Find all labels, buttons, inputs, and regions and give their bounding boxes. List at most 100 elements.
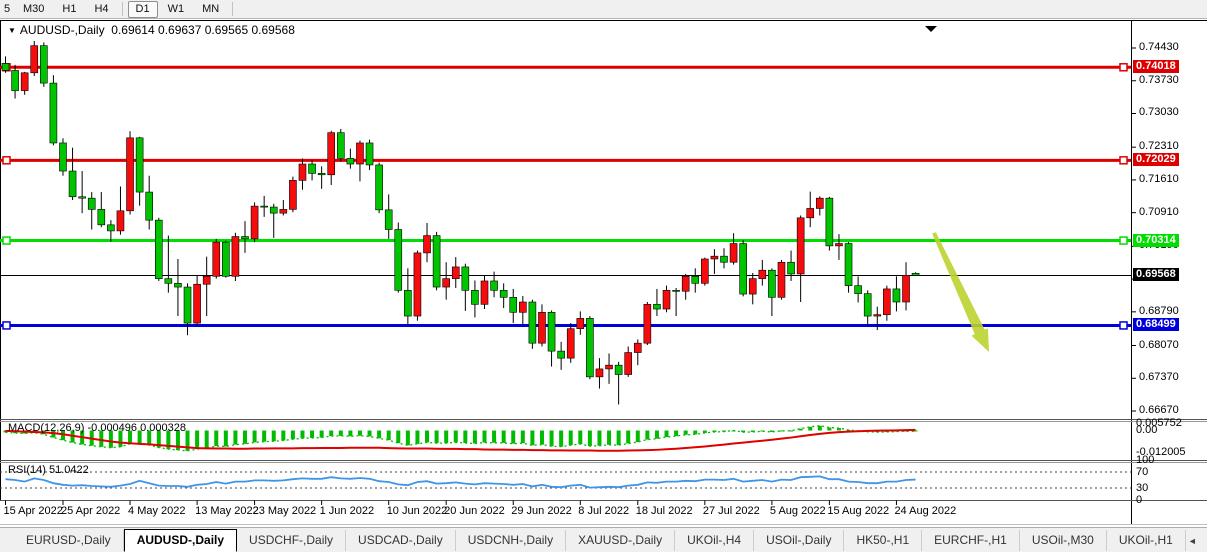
ohlc-close: 0.69568 <box>251 23 295 37</box>
price-chart[interactable] <box>0 0 1207 527</box>
chart-tab-eurchf-h1[interactable]: EURCHF-,H1 <box>922 530 1020 551</box>
macd-histogram-bar <box>549 430 554 447</box>
bear-candle <box>78 196 86 199</box>
macd-axis-label: -0.012005 <box>1136 446 1186 458</box>
price-axis-label: 0.67370 <box>1139 371 1179 384</box>
timeframe-button-m30[interactable]: M30 <box>23 2 45 15</box>
macd-histogram-bar <box>214 430 219 447</box>
macd-main-value: -0.000496 <box>87 422 138 434</box>
macd-histogram-bar <box>827 427 832 431</box>
bull-candle <box>662 290 671 310</box>
macd-histogram-bar <box>147 430 152 445</box>
macd-histogram-bar <box>779 430 784 432</box>
timeframe-button-mn[interactable]: MN <box>202 2 220 15</box>
bear-candle <box>135 137 144 193</box>
bull-candle <box>796 217 805 275</box>
chart-tab-hk50-h1[interactable]: HK50-,H1 <box>844 530 923 551</box>
bull-candle <box>250 205 259 240</box>
hline-endpoint-marker <box>1119 236 1128 245</box>
macd-histogram-bar <box>118 430 123 447</box>
macd-histogram-bar <box>60 430 65 441</box>
bear-candle <box>394 229 403 291</box>
macd-histogram-bar <box>712 430 717 432</box>
date-axis-label: 24 Aug 2022 <box>894 505 957 517</box>
hline-endpoint-marker <box>1119 63 1128 72</box>
macd-histogram-bar <box>789 430 794 432</box>
chart-tab-audusd-daily[interactable]: AUDUSD-,Daily <box>123 529 238 552</box>
hline-endpoint-marker <box>1119 156 1128 165</box>
timeframe-button-h4[interactable]: H4 <box>94 2 109 15</box>
ohlc-open: 0.69614 <box>111 23 155 37</box>
bear-candle <box>336 132 345 159</box>
bull-candle <box>193 283 201 324</box>
bull-candle <box>701 258 709 284</box>
ohlc-high: 0.69637 <box>158 23 202 37</box>
price-axis-label: 0.71610 <box>1139 172 1179 185</box>
macd-main-line <box>5 425 916 452</box>
bull-candle <box>442 278 450 288</box>
bear-candle <box>490 280 498 291</box>
date-axis-label: 5 Aug 2022 <box>769 505 826 517</box>
bear-candle <box>260 205 268 208</box>
macd-histogram-bar <box>195 430 200 450</box>
price-tag-0.68499: 0.68499 <box>1133 318 1179 332</box>
bull-candle <box>327 132 336 176</box>
macd-histogram-bar <box>252 430 257 443</box>
toolbar-separator <box>121 2 123 16</box>
chart-tab-xauusd-daily[interactable]: XAUUSD-,Daily <box>566 530 676 551</box>
bear-candle <box>183 286 192 324</box>
bear-candle <box>68 170 77 198</box>
bull-candle <box>902 275 910 303</box>
bear-candle <box>691 275 700 284</box>
macd-histogram-bar <box>693 430 698 435</box>
date-axis-label: 23 May 2022 <box>252 505 317 517</box>
macd-histogram-bar <box>175 430 180 450</box>
timeframe-button-5[interactable]: 5 <box>4 2 11 15</box>
macd-histogram-bar <box>185 430 190 451</box>
bear-candle <box>528 301 537 344</box>
timeframe-button-w1[interactable]: W1 <box>167 2 185 15</box>
dropdown-arrow-icon: ▼ <box>8 26 16 35</box>
bull-candle <box>212 241 221 277</box>
macd-histogram-bar <box>415 430 420 444</box>
timeframe-button-d1[interactable]: D1 <box>127 0 158 18</box>
macd-histogram-bar <box>367 430 372 437</box>
chart-tab-ukoil-h1[interactable]: UKOil-,H1 <box>1107 530 1186 551</box>
date-axis-label: 4 May 2022 <box>128 505 186 517</box>
chart-tab-eurusd-daily[interactable]: EURUSD-,Daily <box>14 530 124 551</box>
bull-candle <box>729 243 738 263</box>
bear-candle <box>404 290 412 317</box>
date-axis-label: 15 Aug 2022 <box>827 505 890 517</box>
macd-signal-line <box>5 428 916 452</box>
chart-tab-ukoil-h4[interactable]: UKOil-,H4 <box>675 530 755 551</box>
timeframe-button-h1[interactable]: H1 <box>62 2 77 15</box>
chart-tab-usdcnh-daily[interactable]: USDCNH-,Daily <box>456 530 567 551</box>
bear-candle <box>854 285 862 294</box>
chart-tab-usdcad-daily[interactable]: USDCAD-,Daily <box>346 530 456 551</box>
tab-scroll-left-icon[interactable]: ◄ <box>1187 535 1197 546</box>
chart-title: ▼ AUDUSD-,Daily 0.69614 0.69637 0.69565 0… <box>8 23 295 37</box>
bear-candle <box>269 206 278 214</box>
macd-indicator-label: MACD(12,26,9) -0.000496 0.000328 <box>8 422 186 434</box>
macd-histogram-bar <box>472 430 477 444</box>
macd-histogram-bar <box>607 430 612 445</box>
bull-candle <box>519 301 527 313</box>
chart-tab-usoil-m30[interactable]: USOil-,M30 <box>1020 530 1107 551</box>
bear-candle <box>1 63 10 71</box>
date-axis-label: 20 Jun 2022 <box>444 505 505 517</box>
chart-tab-usoil-daily[interactable]: USOil-,Daily <box>754 530 845 551</box>
macd-histogram-bar <box>626 430 631 444</box>
bear-candle <box>825 197 834 247</box>
hline-endpoint-marker <box>2 236 11 245</box>
macd-histogram-bar <box>520 430 525 444</box>
bull-candle <box>289 180 297 210</box>
bear-candle <box>461 266 470 291</box>
chart-tab-usdchf-daily[interactable]: USDCHF-,Daily <box>237 530 347 551</box>
bull-candle <box>298 163 307 181</box>
sell-direction-arrow[interactable] <box>932 232 989 352</box>
bull-candle <box>815 197 824 209</box>
macd-histogram-bar <box>108 430 113 448</box>
rsi-axis-label: 70 <box>1136 466 1149 478</box>
bear-candle <box>365 142 374 166</box>
